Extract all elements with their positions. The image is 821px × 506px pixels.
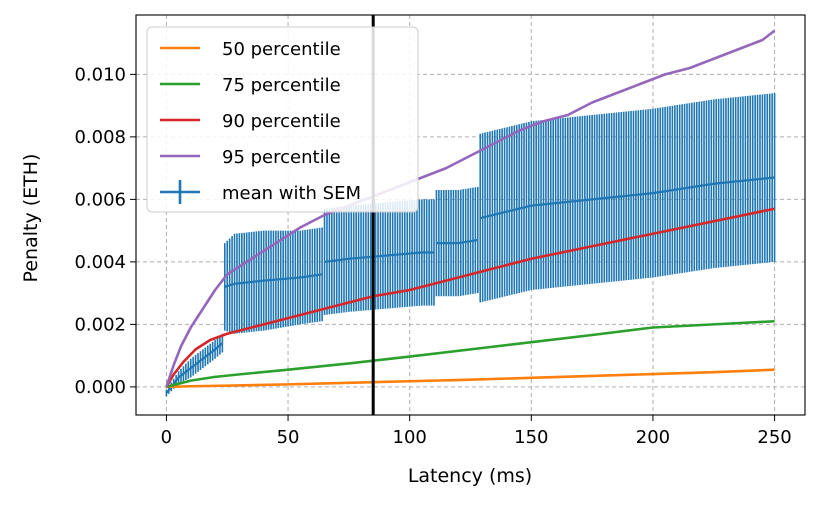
- mean-line: [224, 273, 323, 288]
- legend-label: 75 percentile: [222, 75, 341, 96]
- legend-label: 95 percentile: [222, 147, 341, 168]
- x-tick-label: 0: [161, 427, 172, 448]
- y-tick-label: 0.000: [74, 377, 126, 398]
- errorbar-series: [165, 93, 776, 397]
- y-tick-label: 0.002: [74, 314, 126, 335]
- y-tick-label: 0.008: [74, 127, 126, 148]
- x-tick-label: 250: [757, 427, 791, 448]
- legend: 50 percentile 75 percentile 90 percentile 9…: [146, 26, 419, 213]
- legend-label: 50 percentile: [222, 39, 341, 60]
- legend-label: mean with SEM: [222, 183, 361, 204]
- x-tick-label: 150: [514, 427, 548, 448]
- x-axis: 0 50 100 150 200 250: [161, 415, 792, 448]
- y-axis-label: Penalty (ETH): [20, 154, 42, 283]
- x-tick-label: 200: [636, 427, 670, 448]
- series-line-4: [165, 29, 776, 388]
- mean-line: [436, 238, 478, 245]
- plot-area: [165, 29, 776, 397]
- x-tick-label: 50: [277, 427, 300, 448]
- series-line-2: [166, 319, 775, 389]
- series-line-3: [165, 207, 775, 388]
- y-tick-label: 0.006: [74, 189, 126, 210]
- y-axis: 0.000 0.002 0.004 0.006 0.008 0.010: [74, 64, 136, 398]
- mean-line: [165, 342, 224, 394]
- plot-frame: [135, 14, 806, 416]
- mean-line: [479, 176, 775, 220]
- mean-line: [324, 251, 435, 263]
- legend-box: [146, 26, 419, 213]
- y-tick-label: 0.004: [74, 252, 126, 273]
- legend-label: 90 percentile: [222, 111, 341, 132]
- x-axis-label: Latency (ms): [408, 465, 532, 487]
- y-tick-label: 0.010: [74, 64, 126, 85]
- series-line-1: [166, 368, 775, 389]
- x-tick-label: 100: [393, 427, 427, 448]
